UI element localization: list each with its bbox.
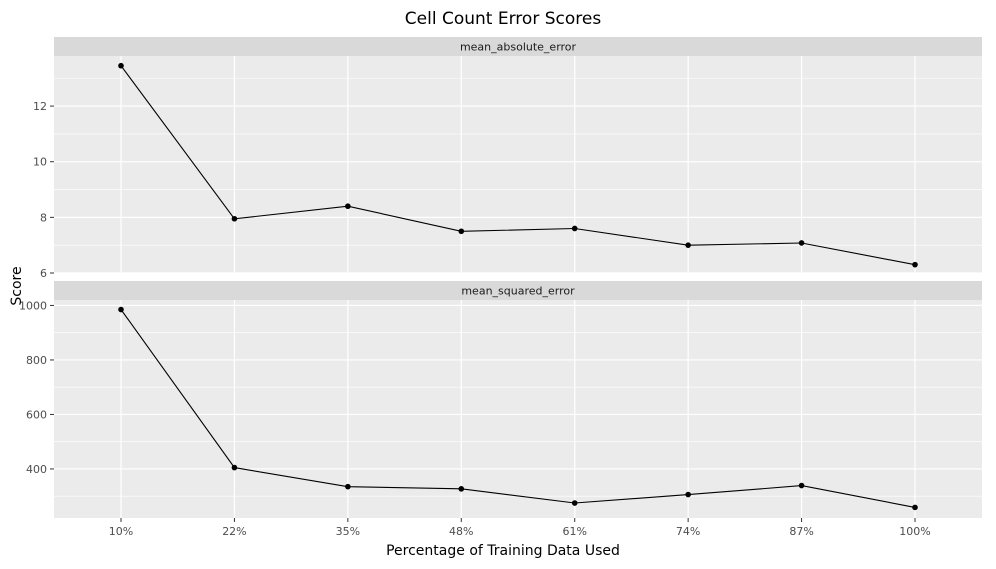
data-point [798,240,805,246]
data-point [458,486,465,492]
x-tick-label: 87% [789,525,813,538]
y-tick-label: 10 [33,156,47,169]
data-point [685,242,691,248]
facet-strip-label: mean_absolute_error [460,41,577,54]
y-tick-label: 1000 [19,299,47,312]
y-tick-label: 600 [26,408,47,421]
data-point [118,62,124,69]
facet-strip [54,281,982,300]
panel-background [54,56,982,273]
y-tick-label: 12 [33,100,47,113]
data-point [458,228,465,235]
facet-strip-label: mean_squared_error [461,285,575,298]
y-tick-label: 6 [40,267,47,280]
facet-panels: mean_absolute_error 6 8 10 12 mean_squared_er… [19,37,982,538]
data-point [685,491,691,498]
y-tick-label: 800 [26,354,47,367]
facet-mean_squared_error: mean_squared_error 400 600 800 1000 10% 22% 35%… [19,281,982,538]
series-line [120,309,916,508]
data-point [345,203,351,210]
data-point [118,306,124,313]
y-tick-label: 8 [40,211,47,224]
data-point [231,215,238,222]
x-tick-label: 61% [562,525,586,538]
panel-background [54,300,982,518]
x-axis-title: Percentage of Training Data Used [386,543,620,559]
data-point [798,482,805,489]
x-tick-label: 10% [109,525,133,538]
data-point [231,464,238,471]
facet-strip [54,37,982,56]
series-line [120,65,916,266]
chart-title: Cell Count Error Scores [405,9,602,29]
data-point [912,261,918,268]
x-tick-label: 100% [899,525,930,538]
facet-mean_absolute_error: mean_absolute_error 6 8 10 12 [33,37,982,280]
y-tick-label: 400 [26,463,47,476]
x-tick-label: 22% [222,525,246,538]
y-axis-title: Score [9,266,25,305]
data-point [571,225,578,232]
x-tick-label: 48% [449,525,473,538]
data-point [345,483,351,490]
data-point [912,504,918,511]
data-point [571,500,578,506]
x-tick-label: 74% [676,525,700,538]
x-tick-label: 35% [336,525,360,538]
